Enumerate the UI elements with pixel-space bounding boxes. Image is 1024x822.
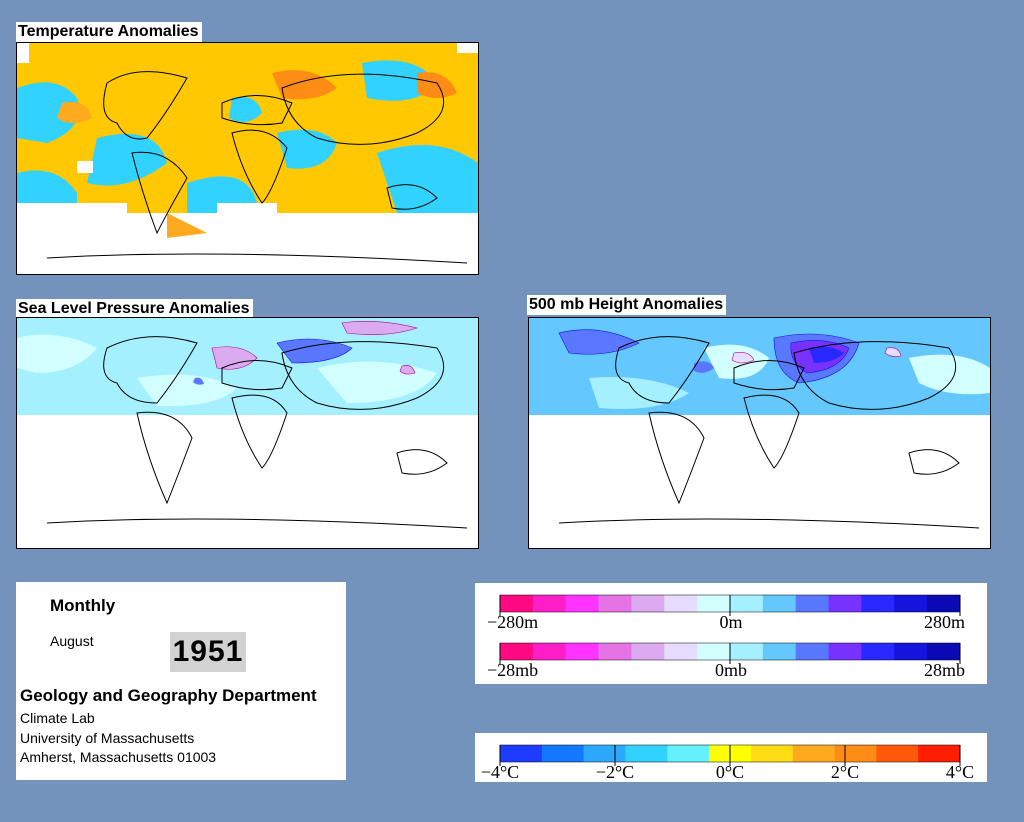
height-legend-min: −280m: [487, 612, 538, 632]
colorbar-swatch: [894, 643, 928, 660]
height-legend-zero: 0m: [719, 612, 742, 632]
colorbar-swatch: [918, 745, 961, 762]
colorbar-swatch: [730, 643, 764, 660]
colorbar-swatch: [500, 745, 543, 762]
address: Amherst, Massachusetts 01003: [20, 749, 217, 765]
colorbar-swatch: [762, 595, 797, 612]
colorbar-swatch: [834, 745, 877, 762]
colorbar-swatch: [795, 643, 830, 660]
colorbar-swatch: [664, 595, 698, 612]
temperature-title: Temperature Anomalies: [16, 22, 202, 42]
colorbar-swatch: [625, 745, 668, 762]
temperature-legend-labels: −4°C −2°C 0°C 2°C 4°C: [481, 762, 974, 782]
colorbar-swatch: [565, 643, 600, 660]
colorbar-swatch: [876, 745, 919, 762]
slp-map: [16, 317, 479, 549]
height-coastlines: [558, 336, 980, 529]
colorbar-swatch: [861, 643, 895, 660]
colorbar-swatch: [532, 643, 567, 660]
height-colorbar: [499, 594, 961, 616]
lab-name: Climate Lab: [20, 710, 95, 726]
month-label: August: [50, 633, 94, 649]
height-legend-max: 280m: [924, 612, 965, 632]
temperature-missing-data: [17, 43, 478, 223]
colorbar-swatch: [828, 643, 862, 660]
colorbar-swatch: [500, 643, 534, 660]
colorbar-swatch: [565, 595, 600, 612]
colorbar-swatch: [828, 595, 862, 612]
colorbar-swatch: [792, 745, 836, 762]
period-mode: Monthly: [50, 596, 116, 615]
colorbar-swatch: [583, 745, 626, 762]
height-title: 500 mb Height Anomalies: [527, 295, 727, 315]
colorbar-swatch: [697, 595, 731, 612]
colorbar-swatch: [631, 643, 665, 660]
colorbar-swatch: [631, 595, 665, 612]
colorbar-swatch: [762, 643, 797, 660]
colorbar-swatch: [795, 595, 830, 612]
department-name: Geology and Geography Department: [20, 686, 317, 705]
colorbar-swatch: [664, 643, 698, 660]
colorbar-swatch: [541, 745, 585, 762]
colorbar-swatch: [500, 595, 534, 612]
pressure-legend-max: 28mb: [924, 660, 965, 680]
temperature-legend-label: 0°C: [716, 762, 744, 782]
colorbar-swatch: [861, 595, 895, 612]
colorbar-swatch: [598, 595, 632, 612]
colorbar-swatch: [598, 643, 632, 660]
colorbar-swatch: [667, 745, 710, 762]
temperature-legend-label: −4°C: [481, 762, 519, 782]
colorbar-swatch: [750, 745, 794, 762]
temperature-legend-label: 2°C: [831, 762, 859, 782]
anomaly-legend: −280m 0m 280m −28mb 0mb 28mb: [475, 583, 987, 684]
colorbar-swatch: [894, 595, 928, 612]
height-contours: [558, 329, 990, 409]
pressure-legend-min: −28mb: [487, 660, 538, 680]
pressure-legend-zero: 0mb: [715, 660, 747, 680]
year-display: 1951: [170, 632, 246, 672]
temperature-coastlines: [46, 71, 468, 264]
info-panel: Monthly August 1951 Geology and Geograph…: [16, 582, 346, 780]
temperature-legend-label: −2°C: [596, 762, 634, 782]
temperature-map: [16, 42, 479, 275]
colorbar-swatch: [697, 643, 731, 660]
colorbar-swatch: [730, 595, 764, 612]
slp-coastlines: [46, 336, 468, 529]
height-map: [528, 317, 991, 549]
slp-title: Sea Level Pressure Anomalies: [16, 299, 253, 319]
temperature-legend: −4°C −2°C 0°C 2°C 4°C: [475, 733, 987, 782]
university-name: University of Massachusetts: [20, 730, 195, 746]
temperature-legend-label: 4°C: [946, 762, 974, 782]
slp-contours: [17, 321, 437, 407]
colorbar-swatch: [927, 595, 961, 612]
pressure-colorbar: [499, 642, 961, 664]
temperature-colorbar: [499, 744, 961, 766]
colorbar-swatch: [927, 643, 961, 660]
colorbar-swatch: [532, 595, 567, 612]
